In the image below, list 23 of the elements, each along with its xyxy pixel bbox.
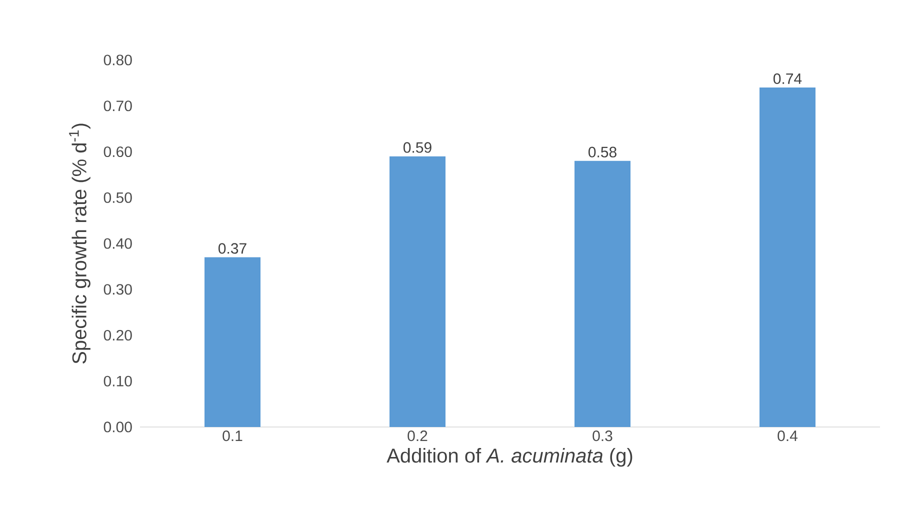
y-axis-title: Specific growth rate (% d$^{-1}$) [69, 124, 90, 364]
bar [204, 257, 260, 427]
y-tick-label: 0.20 [104, 330, 132, 341]
x-tick-label: 0.2 [408, 430, 428, 442]
y-tick-label: 0.10 [104, 376, 132, 386]
bar [390, 156, 446, 427]
data-label: 0.59 [403, 142, 432, 153]
bar [760, 88, 816, 427]
y-tick-label: 0.80 [104, 54, 132, 66]
y-tick-label: 0.30 [104, 284, 132, 295]
y-tick-label: 0.60 [104, 146, 132, 158]
x-tick-label: 0.3 [592, 430, 612, 442]
y-tick-label: 0.70 [104, 100, 132, 112]
x-tick-label: 0.1 [222, 430, 242, 442]
data-label: 0.37 [218, 243, 246, 254]
y-tick-label: 0.40 [104, 238, 132, 249]
bar [574, 160, 631, 427]
y-tick-label: 0.50 [104, 192, 132, 203]
data-label: 0.74 [773, 73, 802, 84]
data-label: 0.58 [588, 146, 616, 158]
y-tick-label: 0.00 [104, 422, 132, 432]
x-axis-title: Addition of A. acuminata (g) [386, 448, 632, 467]
x-tick-label: 0.4 [778, 430, 798, 442]
